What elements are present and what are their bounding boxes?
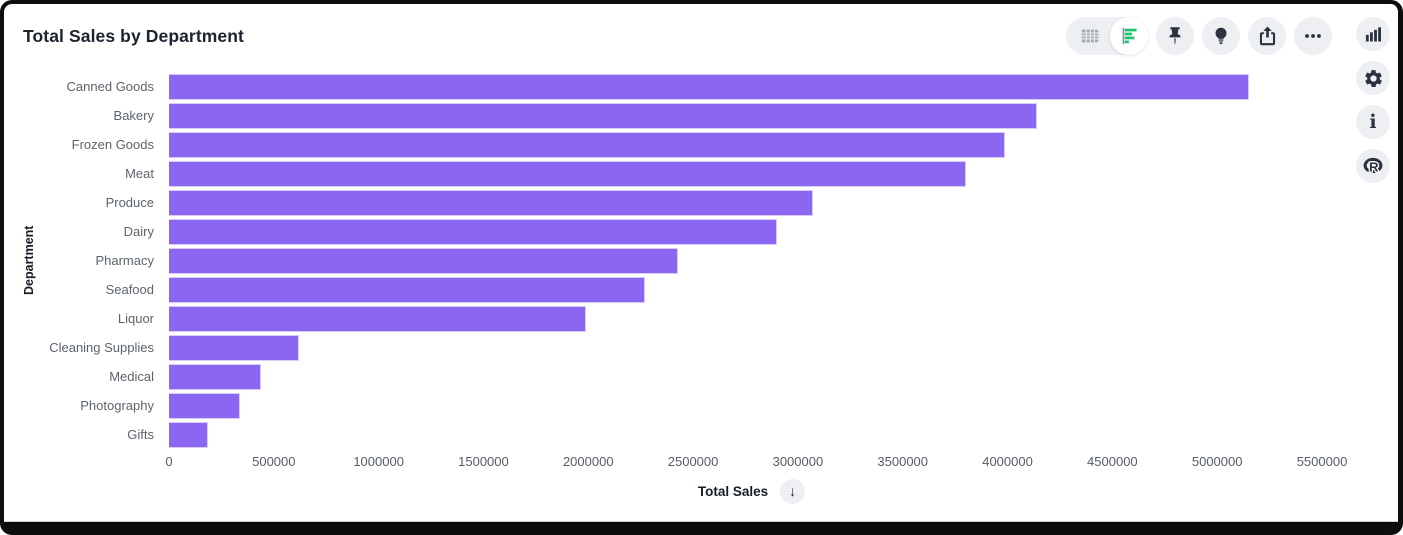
r-logo-icon: R [1362, 155, 1384, 177]
table-view-icon [1079, 25, 1101, 47]
bar[interactable] [169, 392, 241, 419]
bar-row: Dairy [36, 217, 1334, 246]
bar[interactable] [169, 218, 777, 245]
bar-track [169, 131, 1334, 158]
bar-row: Frozen Goods [36, 130, 1334, 159]
x-axis: 0 500000 1000000 1500000 2000000 2500000 30000… [165, 449, 1347, 473]
category-label: Meat [125, 166, 154, 181]
bar-track [169, 392, 1334, 419]
bar[interactable] [169, 73, 1249, 100]
category-label: Frozen Goods [71, 137, 154, 152]
info-button[interactable]: i [1356, 105, 1390, 139]
bar[interactable] [169, 131, 1006, 158]
x-tick-label: 3500000 [877, 454, 929, 469]
bar-row: Medical [36, 362, 1334, 391]
more-options-icon [1302, 25, 1324, 47]
column-chart-icon [1363, 24, 1383, 44]
bar-track [169, 363, 1334, 390]
chart-toolbar [1066, 17, 1332, 55]
plot-area: Department Canned Goods Bakery Frozen Good… [22, 72, 1334, 449]
category-label: Medical [109, 369, 154, 384]
category-label: Pharmacy [95, 253, 154, 268]
bar-chart: Department Canned Goods Bakery Frozen Good… [22, 72, 1347, 512]
x-tick-label: 2000000 [562, 454, 614, 469]
bar[interactable] [169, 276, 645, 303]
x-axis-title: Total Sales [697, 483, 769, 499]
bar-row: Bakery [36, 101, 1334, 130]
bar[interactable] [169, 247, 679, 274]
category-label: Liquor [117, 311, 154, 326]
arrow-down-icon: ↓ [789, 483, 797, 499]
bar-track [169, 421, 1334, 448]
settings-button[interactable] [1356, 61, 1390, 95]
y-axis-title: Department [22, 225, 36, 296]
chart-title: Total Sales by Department [23, 26, 244, 46]
pin-button[interactable] [1156, 17, 1194, 55]
category-label: Seafood [105, 282, 154, 297]
bar-track [169, 247, 1334, 274]
insights-button[interactable] [1202, 17, 1240, 55]
x-tick-label: 0 [165, 454, 173, 469]
bar[interactable] [169, 305, 587, 332]
view-toggle [1066, 17, 1148, 55]
category-label: Photography [80, 398, 154, 413]
bar-row: Liquor [36, 304, 1334, 333]
x-tick-label: 4500000 [1087, 454, 1138, 469]
bar[interactable] [169, 421, 208, 448]
bar[interactable] [169, 160, 966, 187]
table-view-button[interactable] [1070, 17, 1110, 55]
bar[interactable] [169, 363, 262, 390]
bar-row: Gifts [36, 420, 1334, 449]
bar-track [169, 218, 1334, 245]
bar-row: Seafood [36, 275, 1334, 304]
x-tick-label: 5500000 [1296, 454, 1348, 469]
bar-track [169, 276, 1334, 303]
bar-rows: Canned Goods Bakery Frozen Goods Meat Produc… [36, 72, 1334, 449]
x-tick-label: 3000000 [772, 454, 824, 469]
share-icon [1256, 25, 1279, 48]
pin-icon [1164, 25, 1186, 47]
bar-row: Produce [36, 188, 1334, 217]
r-logo-button[interactable]: R [1356, 149, 1390, 183]
bar-track [169, 305, 1334, 332]
chart-type-button[interactable] [1356, 17, 1390, 51]
category-label: Dairy [123, 224, 154, 239]
bar-track [169, 73, 1334, 100]
bar-track [169, 189, 1334, 216]
bar[interactable] [169, 189, 813, 216]
x-tick-label: 5000000 [1191, 454, 1243, 469]
bar-track [169, 102, 1334, 129]
bar-row: Pharmacy [36, 246, 1334, 275]
bar-row: Photography [36, 391, 1334, 420]
bar-track [169, 160, 1334, 187]
category-label: Canned Goods [66, 79, 154, 94]
chart-view-button[interactable] [1110, 17, 1148, 55]
bar-row: Meat [36, 159, 1334, 188]
x-tick-label: 1500000 [458, 454, 509, 469]
settings-gear-icon [1363, 68, 1384, 89]
lightbulb-icon [1210, 25, 1232, 47]
category-label: Bakery [113, 108, 154, 123]
x-tick-label: 4000000 [982, 454, 1033, 469]
more-options-button[interactable] [1294, 17, 1332, 55]
category-label: Produce [105, 195, 154, 210]
category-label: Cleaning Supplies [49, 340, 154, 355]
bar-track [169, 334, 1334, 361]
bar-row: Cleaning Supplies [36, 333, 1334, 362]
svg-text:R: R [1369, 160, 1379, 175]
x-tick-label: 500000 [252, 454, 296, 469]
category-label: Gifts [127, 427, 154, 442]
info-icon: i [1369, 110, 1377, 133]
x-tick-label: 1000000 [353, 454, 404, 469]
bar[interactable] [169, 102, 1037, 129]
bar-chart-view-icon [1118, 25, 1140, 47]
bar[interactable] [169, 334, 299, 361]
bar-row: Canned Goods [36, 72, 1334, 101]
x-axis-title-row: Total Sales ↓ [169, 473, 1334, 509]
x-tick-label: 2500000 [667, 454, 719, 469]
sort-descending-button[interactable]: ↓ [780, 478, 806, 504]
right-rail: i R [1356, 17, 1390, 183]
share-button[interactable] [1248, 17, 1286, 55]
